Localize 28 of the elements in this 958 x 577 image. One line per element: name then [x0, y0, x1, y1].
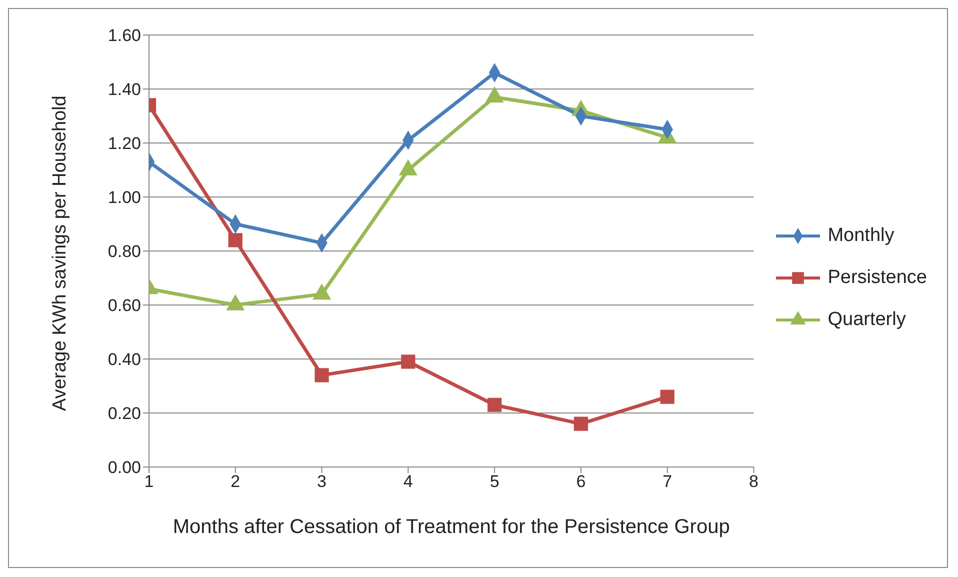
x-tick-label: 3	[317, 472, 327, 492]
y-tick-label: 0.40	[108, 350, 141, 370]
y-axis-title: Average KWh savings per Household	[50, 96, 71, 411]
x-tick-label: 8	[748, 472, 758, 492]
legend-label: Persistence	[828, 267, 927, 289]
y-tick-label: 0.80	[108, 242, 141, 262]
y-tick-label: 1.20	[108, 134, 141, 154]
x-axis-title: Months after Cessation of Treatment for the Persistence Group	[172, 516, 730, 538]
legend-label: Monthly	[828, 225, 894, 247]
y-tick-label: 1.00	[108, 188, 141, 208]
y-tick-label: 0.60	[108, 296, 141, 316]
x-tick-label: 1	[144, 472, 154, 492]
x-tick-label: 7	[662, 472, 672, 492]
x-tick-label: 2	[230, 472, 240, 492]
point	[401, 354, 416, 369]
x-tick-label: 5	[490, 472, 500, 492]
y-tick-label: 1.60	[108, 26, 141, 46]
legend-label: Quarterly	[828, 309, 906, 331]
point	[487, 398, 502, 412]
point	[660, 390, 674, 404]
x-tick-label: 6	[576, 472, 586, 492]
x-tick-label: 4	[403, 472, 413, 492]
point	[574, 416, 588, 431]
point	[314, 368, 329, 382]
point	[228, 233, 242, 248]
y-tick-label: 1.40	[108, 80, 141, 100]
y-tick-label: 0.00	[108, 458, 141, 478]
y-tick-label: 0.20	[108, 404, 141, 424]
